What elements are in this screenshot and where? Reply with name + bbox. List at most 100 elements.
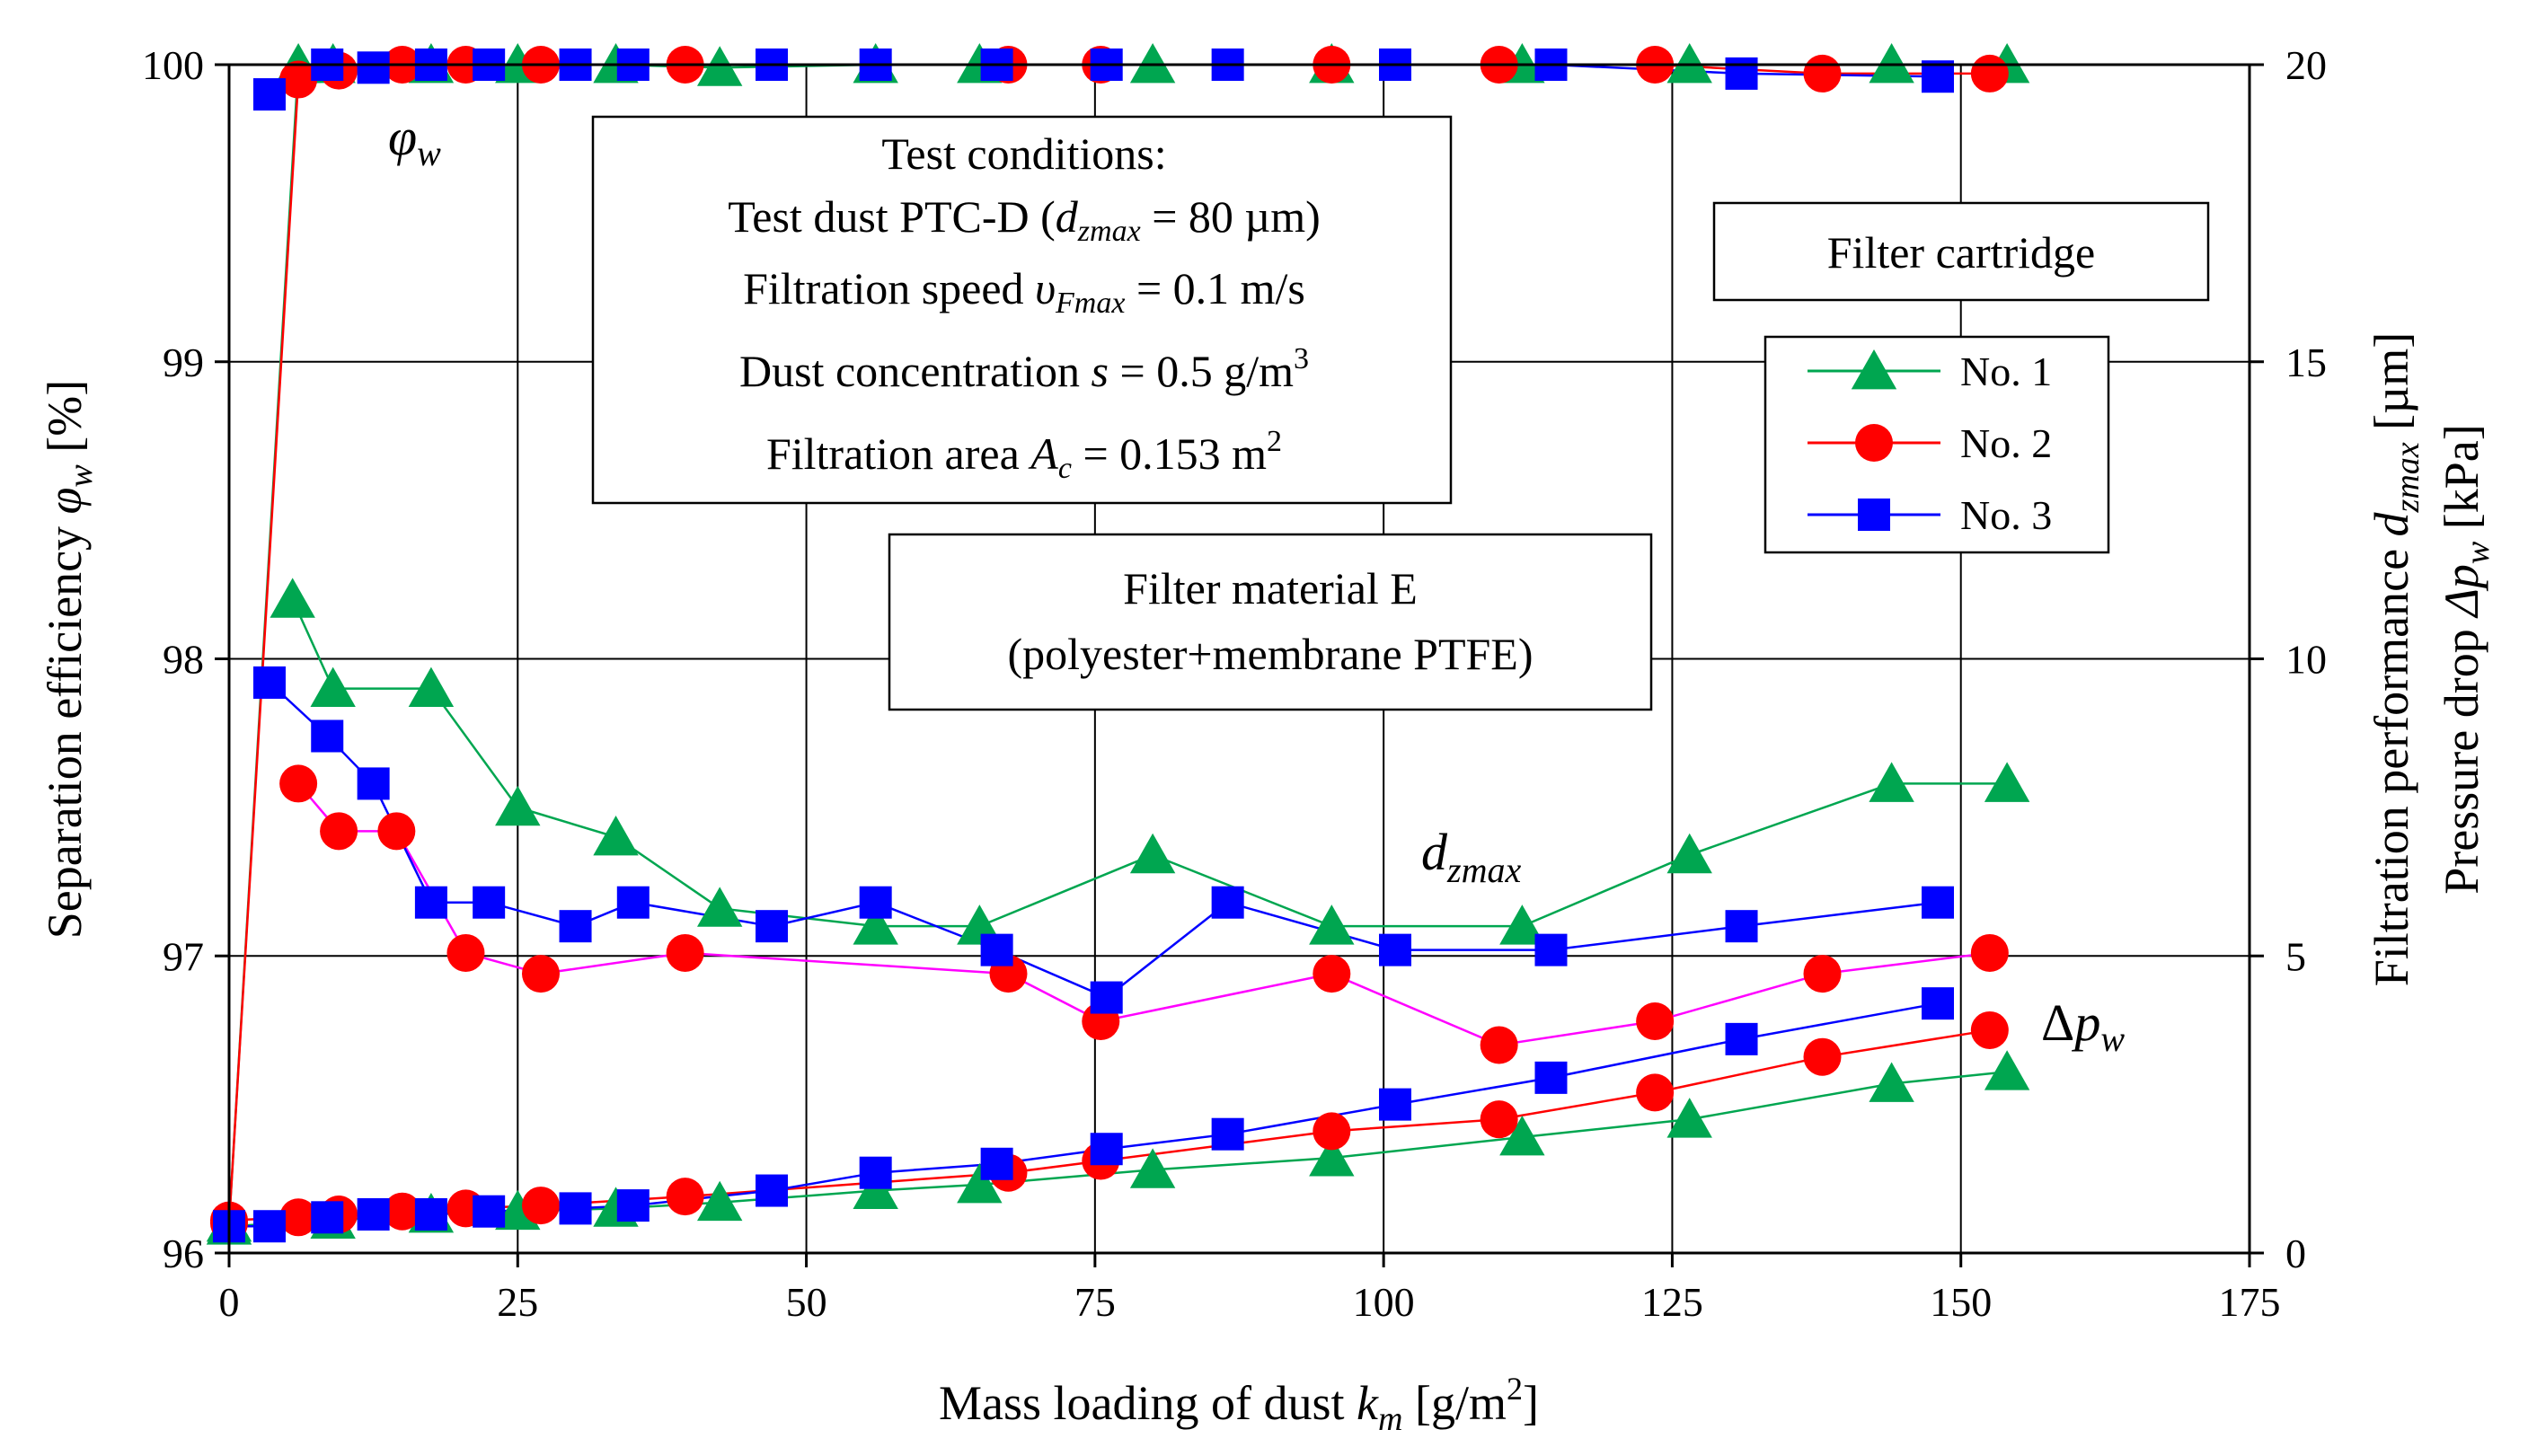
legend-marker-no1 <box>1851 349 1897 390</box>
point-no3-dzmax <box>1534 933 1568 966</box>
x-tick-label: 50 <box>786 1279 827 1325</box>
point-no3-efficiency <box>252 78 286 111</box>
ticks: 0 25 50 75 100 125 150 175 96 97 98 99 100 0 5 10 15 20 <box>142 42 2327 1325</box>
y-right-tick-label: 15 <box>2285 340 2327 385</box>
point-no1-pressure-drop <box>1309 1136 1355 1177</box>
point-no3-dzmax <box>859 886 892 919</box>
material-line-2: (polyester+membrane PTFE) <box>1008 629 1534 679</box>
point-no1-dzmax <box>310 666 356 707</box>
point-no1-pressure-drop <box>1666 1098 1712 1138</box>
legend: Filter cartridge No. 1 No. 2 No. 3 <box>1712 201 2210 554</box>
point-no1-pressure-drop <box>1499 1116 1545 1156</box>
point-no1-dzmax <box>1666 833 1712 874</box>
x-tick-label: 0 <box>219 1279 240 1325</box>
point-no3-dzmax <box>980 933 1013 966</box>
legend-label-no3: No. 3 <box>1960 492 2052 538</box>
y-right-tick-label: 0 <box>2285 1231 2306 1276</box>
point-no2-dzmax <box>320 812 358 851</box>
point-no2-pressure-drop <box>383 1192 421 1231</box>
point-no1-efficiency <box>1666 43 1712 84</box>
point-no1-dzmax <box>696 887 743 927</box>
point-no1-dzmax <box>1309 904 1355 945</box>
series-line-no1-dzmax <box>291 598 2008 928</box>
point-no2-dzmax <box>1636 1002 1675 1041</box>
point-no2-pressure-drop <box>666 1178 704 1216</box>
annotation-phi-w: φw <box>388 108 441 173</box>
point-no3-dzmax <box>311 719 344 753</box>
point-no2-dzmax <box>377 812 416 851</box>
material-line-1: Filter material E <box>1123 563 1418 613</box>
point-no3-pressure-drop <box>1090 1133 1123 1166</box>
point-no2-pressure-drop <box>1636 1073 1675 1112</box>
conditions-line-4: Filtration area Ac = 0.153 m2 <box>766 425 1282 485</box>
x-tick-label: 150 <box>1930 1279 1992 1325</box>
point-no3-pressure-drop <box>473 1195 506 1228</box>
x-tick-label: 125 <box>1641 1279 1703 1325</box>
point-no3-pressure-drop <box>311 1201 344 1234</box>
point-no3-dzmax <box>1211 886 1244 919</box>
y-right-tick-label: 20 <box>2285 42 2327 88</box>
point-no2-efficiency <box>279 60 318 99</box>
point-no2-dzmax <box>1803 955 1842 993</box>
point-no3-dzmax <box>756 910 789 943</box>
point-no2-pressure-drop <box>521 1187 560 1225</box>
point-no3-efficiency <box>357 51 390 84</box>
y-left-tick-label: 97 <box>163 933 204 979</box>
point-no3-efficiency <box>1725 57 1758 90</box>
conditions-line-3: Dust concentration s = 0.5 g/m3 <box>739 342 1309 396</box>
point-no2-dzmax <box>446 933 485 972</box>
point-no3-pressure-drop <box>1725 1022 1758 1055</box>
markers <box>206 43 2030 1245</box>
x-tick-label: 75 <box>1074 1279 1116 1325</box>
legend-label-no1: No. 1 <box>1960 349 2052 394</box>
legend-title: Filter cartridge <box>1827 227 2096 278</box>
point-no3-dzmax <box>1922 886 1955 919</box>
point-no3-dzmax <box>473 886 506 919</box>
point-no3-pressure-drop <box>980 1147 1013 1180</box>
point-no2-dzmax <box>1313 955 1351 993</box>
point-no3-dzmax <box>559 910 592 943</box>
point-no3-pressure-drop <box>1534 1061 1568 1094</box>
annotation-delta-pw: Δpw <box>2041 993 2125 1059</box>
point-no3-dzmax <box>1090 981 1123 1014</box>
point-no2-dzmax <box>521 955 560 993</box>
point-no1-pressure-drop <box>696 1180 743 1222</box>
point-no3-pressure-drop <box>559 1192 592 1225</box>
y-left-tick-label: 98 <box>163 637 204 683</box>
point-no3-dzmax <box>1725 910 1758 943</box>
conditions-box: Test conditions: Test dust PTC-D (dzmax … <box>591 115 1453 505</box>
point-no3-dzmax <box>616 886 650 919</box>
point-no2-dzmax <box>279 764 318 803</box>
x-tick-label: 175 <box>2219 1279 2281 1325</box>
point-no3-pressure-drop <box>357 1198 390 1231</box>
point-no2-dzmax <box>666 933 704 972</box>
point-no3-pressure-drop <box>859 1156 892 1189</box>
x-axis-label: Mass loading of dust km [g/m2] <box>939 1371 1539 1438</box>
point-no1-pressure-drop <box>853 1169 898 1209</box>
x-tick-label: 25 <box>497 1279 538 1325</box>
point-no3-dzmax <box>357 767 390 800</box>
point-no1-dzmax <box>1499 904 1545 945</box>
y-left-tick-label: 100 <box>142 42 204 88</box>
point-no1-efficiency <box>696 46 743 86</box>
point-no1-efficiency <box>1129 43 1176 84</box>
point-no1-pressure-drop <box>1869 1062 1914 1102</box>
point-no1-pressure-drop <box>1129 1148 1176 1188</box>
point-no1-dzmax <box>270 578 315 618</box>
y-axis-left-label: Separation efficiency φw [%] <box>38 380 100 939</box>
y-left-tick-label: 99 <box>163 340 204 385</box>
point-no2-pressure-drop <box>1803 1037 1842 1076</box>
point-no2-efficiency <box>1970 54 2009 93</box>
material-box: Filter material E (polyester+membrane PT… <box>888 533 1653 711</box>
point-no3-pressure-drop <box>616 1189 650 1222</box>
x-tick-label: 100 <box>1353 1279 1415 1325</box>
point-no2-pressure-drop <box>279 1198 318 1237</box>
point-no2-pressure-drop <box>1313 1112 1351 1151</box>
point-no1-dzmax <box>593 815 639 856</box>
point-no1-dzmax <box>408 666 455 707</box>
point-no1-dzmax <box>1129 833 1176 874</box>
conditions-title: Test conditions: <box>881 128 1166 179</box>
y-left-tick-label: 96 <box>163 1231 204 1276</box>
point-no3-dzmax <box>252 666 286 699</box>
point-no3-pressure-drop <box>252 1210 286 1243</box>
